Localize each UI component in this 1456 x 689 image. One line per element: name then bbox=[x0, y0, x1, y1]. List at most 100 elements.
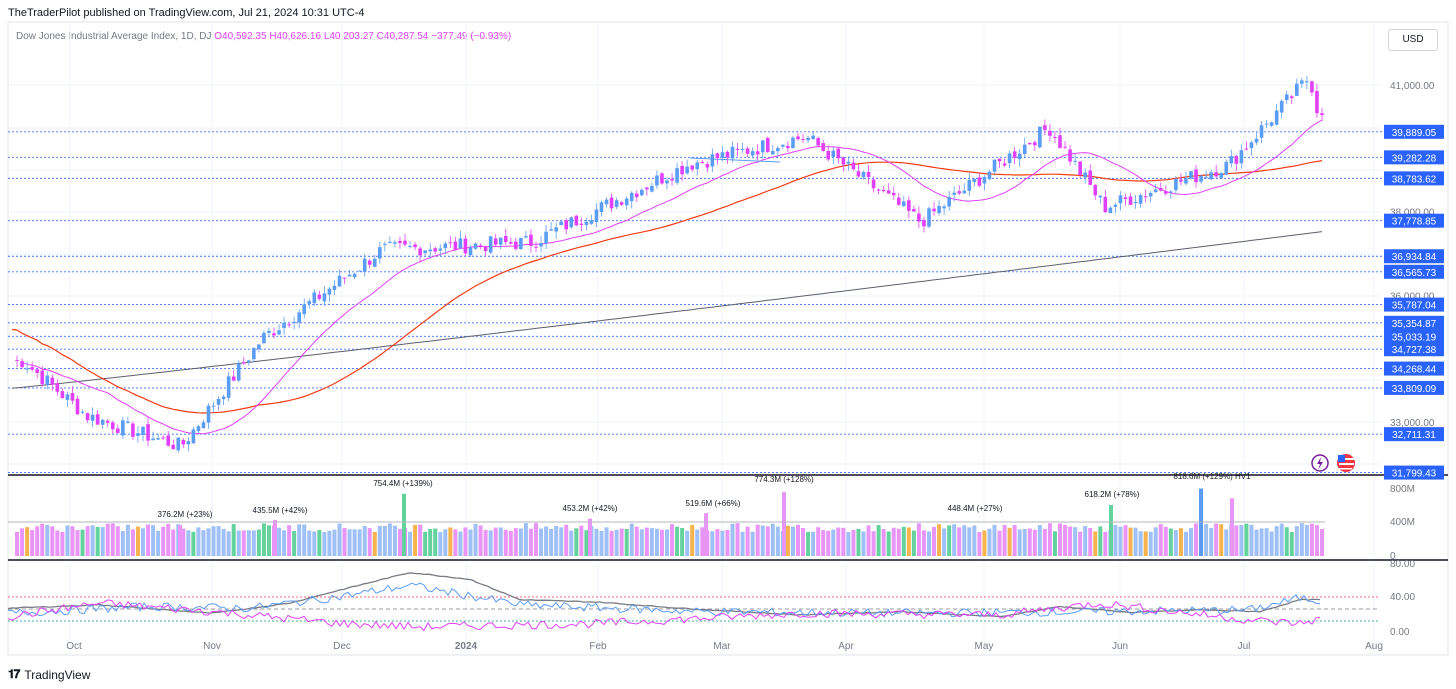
volume-bar bbox=[1138, 531, 1143, 556]
candle bbox=[433, 246, 438, 255]
volume-bar bbox=[947, 525, 952, 556]
volume-bar bbox=[987, 528, 992, 556]
candle bbox=[564, 218, 569, 235]
candle bbox=[614, 197, 619, 210]
level-label-text: 39,282.28 bbox=[1392, 153, 1437, 164]
volume-bar bbox=[513, 528, 518, 556]
currency-button[interactable]: USD bbox=[1388, 29, 1438, 51]
volume-bar bbox=[277, 527, 282, 556]
volume-bar bbox=[226, 531, 231, 556]
candle bbox=[483, 245, 488, 257]
volume-bar bbox=[55, 530, 60, 556]
volume-bar bbox=[90, 525, 95, 556]
volume-tick-label: 0 bbox=[1390, 551, 1396, 562]
candle bbox=[337, 269, 342, 288]
candle bbox=[362, 254, 367, 277]
candle bbox=[1295, 78, 1299, 96]
candle bbox=[1204, 170, 1208, 180]
volume-bar bbox=[1168, 528, 1173, 556]
candle bbox=[292, 316, 296, 330]
volume-bar bbox=[428, 529, 433, 556]
candle bbox=[95, 410, 100, 426]
volume-bar bbox=[292, 531, 297, 556]
candle bbox=[241, 356, 246, 365]
trendline[interactable] bbox=[689, 157, 781, 163]
volume-bar bbox=[100, 527, 105, 556]
volume-bar bbox=[171, 529, 176, 556]
candle bbox=[378, 241, 382, 264]
volume-axis: 800M 400M 0 bbox=[1390, 484, 1415, 562]
candle bbox=[282, 316, 286, 335]
candle bbox=[171, 439, 176, 450]
volume-bar bbox=[387, 523, 392, 556]
candle bbox=[1209, 169, 1213, 181]
volume-bar bbox=[1002, 524, 1007, 556]
symbol-name[interactable]: Dow Jones Industrial Average Index, 1D, … bbox=[16, 31, 212, 42]
candle bbox=[1038, 126, 1042, 149]
volume-bar bbox=[715, 528, 720, 556]
candle bbox=[750, 147, 755, 159]
candle bbox=[1012, 147, 1017, 165]
volume-bar bbox=[307, 530, 312, 556]
volume-bar bbox=[166, 523, 171, 556]
candle bbox=[1239, 144, 1244, 169]
level-label-text: 37,778.85 bbox=[1392, 217, 1437, 228]
volume-bar bbox=[413, 524, 418, 556]
volume-bar bbox=[1284, 527, 1289, 556]
level-label: 33,809.09 bbox=[1384, 380, 1444, 395]
volume-bar bbox=[725, 530, 730, 556]
candle bbox=[544, 225, 548, 250]
volume-bar bbox=[846, 532, 851, 556]
candle bbox=[1169, 189, 1173, 199]
volume-bar bbox=[448, 527, 453, 556]
candle bbox=[957, 185, 962, 196]
volume-bar bbox=[1068, 526, 1073, 556]
candle bbox=[90, 407, 95, 428]
time-tick-label: Jul bbox=[1238, 641, 1251, 652]
candle bbox=[1279, 99, 1284, 119]
candle bbox=[670, 173, 674, 186]
time-axis[interactable]: Oct Nov Dec 2024 Feb Mar Apr May Jun Jul Aug bbox=[66, 641, 1383, 652]
volume-bar bbox=[1178, 528, 1183, 556]
volume-bar bbox=[690, 524, 695, 556]
candle bbox=[816, 136, 820, 148]
candle bbox=[352, 272, 357, 280]
volume-bar bbox=[493, 527, 498, 556]
candle bbox=[408, 240, 412, 249]
volume-bar bbox=[634, 526, 639, 556]
volume-bar bbox=[312, 531, 317, 556]
level-label: 38,783.62 bbox=[1384, 171, 1444, 186]
volume-bar bbox=[1189, 528, 1193, 556]
candle bbox=[176, 436, 181, 453]
time-tick-label: Feb bbox=[589, 641, 607, 652]
candle bbox=[161, 434, 165, 441]
volume-bar bbox=[866, 525, 871, 556]
lightning-icon[interactable] bbox=[1311, 454, 1329, 472]
volume-label: 376.2M (+23%) bbox=[158, 510, 213, 519]
volume-bar bbox=[20, 528, 25, 556]
candle bbox=[403, 233, 407, 247]
candle bbox=[1194, 164, 1198, 188]
candle bbox=[902, 196, 906, 207]
volume-bar bbox=[584, 530, 589, 556]
tradingview-logo[interactable]: 𝟏𝟕 TradingView bbox=[8, 667, 90, 682]
us-flag-icon[interactable] bbox=[1337, 454, 1355, 472]
volume-bar bbox=[1017, 529, 1022, 556]
level-label-text: 38,783.62 bbox=[1392, 174, 1437, 185]
candle bbox=[771, 145, 775, 155]
volume-tick-label: 800M bbox=[1390, 484, 1415, 495]
candle bbox=[322, 285, 327, 307]
volume-bar bbox=[624, 529, 629, 556]
volume-bar bbox=[30, 529, 35, 556]
candle bbox=[1174, 175, 1178, 195]
osc-tick-label: 40.00 bbox=[1390, 592, 1415, 603]
adx-line bbox=[7, 572, 1321, 618]
price-axis[interactable]: 41,000.00 38,000.00 36,000.00 33,000.00 bbox=[1390, 81, 1435, 429]
candle bbox=[201, 419, 206, 429]
volume-bar bbox=[236, 530, 241, 556]
level-label-text: 34,727.38 bbox=[1392, 345, 1437, 356]
volume-bar bbox=[135, 526, 140, 556]
candle bbox=[1274, 103, 1279, 126]
volume-bar bbox=[418, 524, 423, 556]
